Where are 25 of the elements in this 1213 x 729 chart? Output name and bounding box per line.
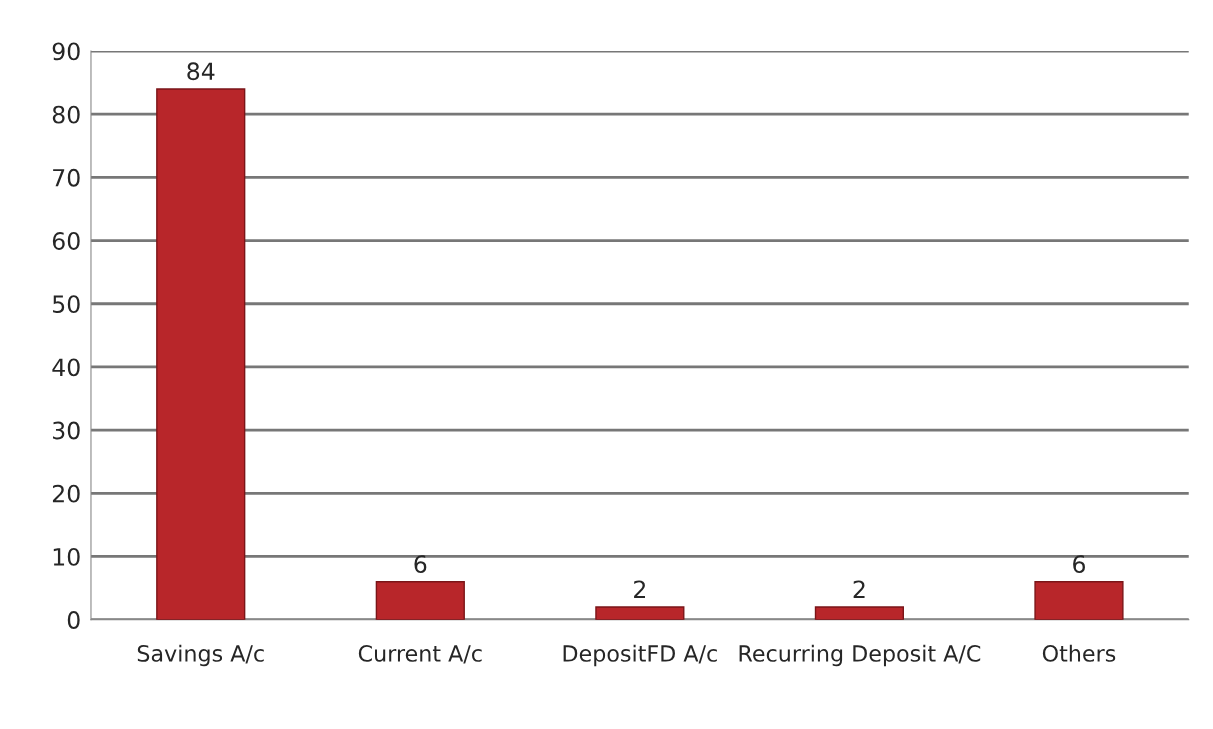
data-label: 6 [1073,555,1085,573]
y-tick-label: 0 [67,611,80,629]
bar [1034,581,1124,620]
y-tick-label: 80 [52,105,80,124]
bar [375,581,465,620]
bar [156,88,246,620]
data-label: 84 [187,62,215,81]
y-tick-label: 20 [52,484,80,503]
data-label: 2 [634,580,645,598]
bar [595,606,685,620]
bar [814,606,905,620]
x-tick-label: Others [1042,644,1116,662]
y-tick-label: 30 [53,421,80,440]
y-tick-label: 40 [52,358,80,377]
y-tick-label: 50 [53,295,80,314]
y-tick-label: 10 [53,547,80,566]
x-tick-label: DepositFD A/c [563,644,717,667]
data-label: 2 [853,580,865,598]
data-label: 6 [414,555,427,573]
y-tick-label: 70 [53,168,80,187]
x-tick-label: Current A/c [358,645,482,664]
x-tick-label: Savings A/c [137,644,264,667]
x-tick-label: Recurring Deposit A/C [739,644,981,667]
y-tick-label: 90 [52,42,80,61]
y-tick-label: 60 [52,232,80,250]
